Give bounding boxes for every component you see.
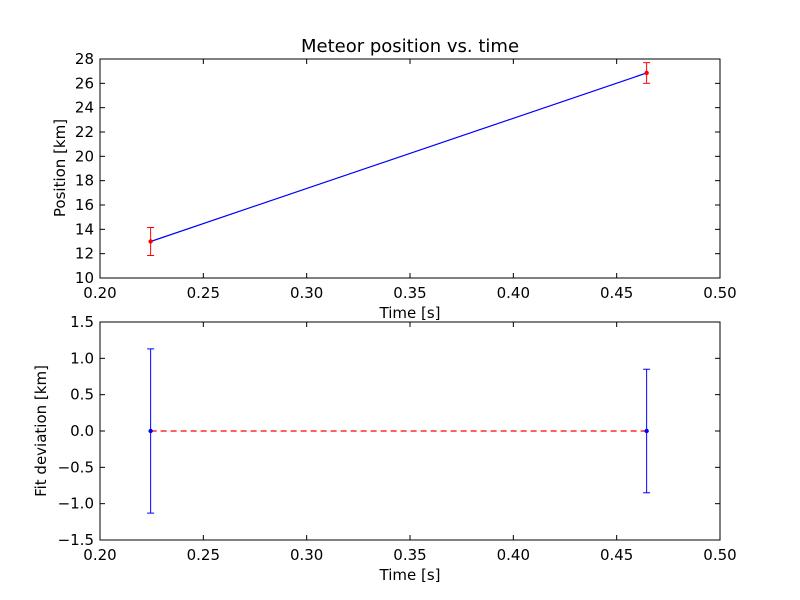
position-chart-title: Meteor position vs. time bbox=[301, 36, 519, 57]
position-y-tick-label: 16 bbox=[75, 196, 94, 214]
position-marks bbox=[147, 62, 651, 256]
deviation-data-point-0 bbox=[148, 428, 153, 434]
position-errorbar-0 bbox=[147, 227, 155, 256]
deviation-x-tick-label: 0.25 bbox=[187, 546, 220, 564]
deviation-errorbar-1 bbox=[643, 368, 651, 494]
deviation-y-tick-label: 1.0 bbox=[70, 349, 94, 367]
position-x-axis-label: Time [s] bbox=[379, 304, 441, 322]
position-y-tick-label: 18 bbox=[75, 172, 94, 190]
position-x-tick-label: 0.50 bbox=[703, 284, 736, 302]
position-x-tick-label: 0.30 bbox=[290, 284, 323, 302]
deviation-x-tick-label: 0.50 bbox=[703, 546, 736, 564]
position-x-tick-label: 0.40 bbox=[497, 284, 530, 302]
position-plot-frame bbox=[99, 58, 721, 279]
deviation-ticks: 0.20 0.25 0.30 0.35 0.40 0.45 0.50 −1.5 −1.0 −0.5… bbox=[58, 313, 737, 564]
deviation-y-tick-label: −1.0 bbox=[58, 495, 94, 513]
deviation-y-tick-label: 0.0 bbox=[70, 422, 94, 440]
position-y-tick-label: 10 bbox=[75, 269, 94, 287]
position-x-tick-label: 0.20 bbox=[83, 284, 116, 302]
position-ticks: 0.20 0.25 0.30 0.35 0.40 0.45 0.50 10 12 14 16 18 20… bbox=[75, 50, 737, 302]
deviation-y-tick-label: 1.5 bbox=[70, 313, 94, 331]
deviation-x-tick-label: 0.40 bbox=[497, 546, 530, 564]
deviation-x-tick-label: 0.35 bbox=[393, 546, 426, 564]
position-errorbar-1 bbox=[643, 62, 651, 84]
position-data-point-0 bbox=[148, 239, 153, 244]
deviation-errorbar-0 bbox=[147, 348, 155, 514]
deviation-data-point-1 bbox=[644, 428, 649, 434]
deviation-axes: 0.20 0.25 0.30 0.35 0.40 0.45 0.50 −1.5 −1.0 −0.5… bbox=[32, 313, 737, 584]
deviation-y-tick-label: −1.5 bbox=[58, 531, 94, 549]
position-x-tick-label: 0.35 bbox=[393, 284, 426, 302]
position-y-tick-label: 22 bbox=[75, 123, 94, 141]
position-y-tick-label: 28 bbox=[75, 50, 94, 68]
position-y-tick-label: 24 bbox=[75, 99, 94, 117]
position-data-point-1 bbox=[644, 70, 649, 76]
position-y-tick-label: 14 bbox=[75, 220, 94, 238]
position-series-line-1 bbox=[150, 72, 647, 243]
deviation-x-tick-label: 0.45 bbox=[600, 546, 633, 564]
position-x-tick-label: 0.25 bbox=[187, 284, 220, 302]
deviation-y-tick-label: −0.5 bbox=[58, 458, 94, 476]
deviation-marks bbox=[147, 348, 651, 514]
deviation-y-tick-label: 0.5 bbox=[70, 386, 94, 404]
position-y-tick-label: 20 bbox=[75, 147, 94, 165]
position-y-tick-label: 26 bbox=[75, 74, 94, 92]
position-x-tick-label: 0.45 bbox=[600, 284, 633, 302]
deviation-x-tick-label: 0.30 bbox=[290, 546, 323, 564]
position-y-tick-label: 12 bbox=[75, 245, 94, 263]
position-axes: Meteor position vs. time 0.20 0.25 0.30 0.3… bbox=[51, 36, 737, 322]
deviation-x-axis-label: Time [s] bbox=[379, 566, 441, 584]
deviation-y-axis-label: Fit deviation [km] bbox=[32, 365, 50, 497]
deviation-x-tick-label: 0.20 bbox=[83, 546, 116, 564]
position-y-axis-label: Position [km] bbox=[51, 119, 69, 217]
